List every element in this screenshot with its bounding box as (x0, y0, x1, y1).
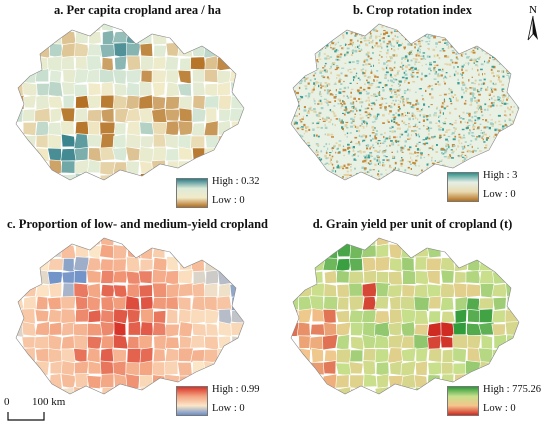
legend-b-high: High : 3 (483, 170, 518, 181)
legend-a-high: High : 0.32 (212, 176, 260, 187)
legend-d-high: High : 775.26 (483, 384, 542, 395)
north-arrow-icon: N (527, 4, 538, 41)
legend-b-low: Low : 0 (483, 189, 516, 200)
scale-distance: 100 km (32, 396, 66, 408)
map-a-regions (16, 24, 244, 180)
map-a (15, 23, 245, 181)
map-c (15, 237, 245, 395)
map-d (290, 237, 520, 395)
map-c-regions (16, 238, 244, 394)
panel-a: a. Per capita cropland area / ha High : … (0, 0, 275, 214)
north-label: N (529, 4, 537, 16)
scale-bar-line (7, 412, 45, 421)
panel-d-title: d. Grain yield per unit of cropland (t) (312, 217, 513, 231)
legend-d-ramp (447, 386, 479, 416)
legend-a-low: Low : 0 (212, 195, 245, 206)
legend-b-ramp (447, 172, 479, 202)
map-d-regions (291, 238, 519, 394)
panel-d: d. Grain yield per unit of cropland (t) … (275, 214, 550, 428)
legend-d-low: Low : 0 (483, 403, 516, 414)
panel-b: b. Crop rotation index High : 3 Low : 0 (275, 0, 550, 214)
legend-c-ramp (176, 386, 208, 416)
legend-c-low: Low : 0 (212, 403, 245, 414)
map-b (290, 23, 520, 181)
panel-c-title: c. Proportion of low- and medium-yield c… (6, 217, 268, 231)
scale-bar: 0 100 km (4, 396, 124, 426)
panel-a-title: a. Per capita cropland area / ha (53, 3, 221, 17)
map-b-regions (291, 24, 519, 180)
panel-c: c. Proportion of low- and medium-yield c… (0, 214, 275, 428)
panel-b-title: b. Crop rotation index (352, 3, 472, 17)
legend-a-ramp (176, 178, 208, 208)
scale-zero: 0 (4, 396, 10, 408)
legend-c-high: High : 0.99 (212, 384, 260, 395)
